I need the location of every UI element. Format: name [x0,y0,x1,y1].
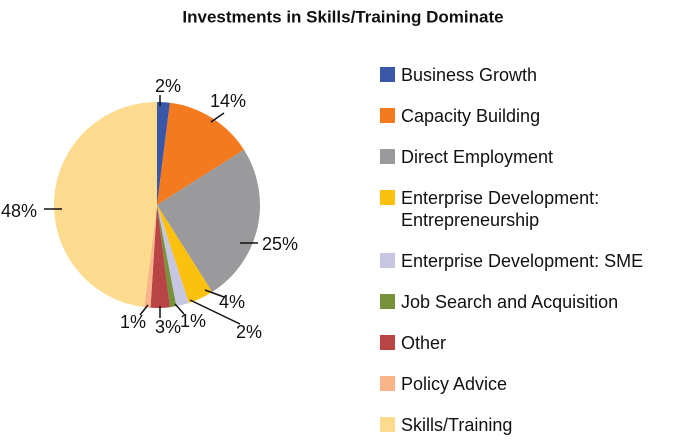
legend-label: Policy Advice [401,374,508,394]
pie-slice [54,102,157,308]
data-label: 3% [155,317,181,337]
leader-line [189,299,241,325]
legend-item: Policy Advice [380,373,680,395]
legend-label: Direct Employment [401,147,554,167]
legend-label: Enterprise Development: SME [401,251,644,271]
legend-swatch [380,149,395,164]
legend-item: Job Search and Acquisition [380,291,680,313]
data-label: 4% [219,292,245,312]
legend-swatch [380,376,395,391]
legend-swatch [380,190,395,205]
pie-slice [157,205,177,308]
data-label: 25% [262,234,298,254]
legend-swatch [380,294,395,309]
data-label: 1% [180,311,206,331]
pie-slice [144,205,157,308]
leader-line [139,304,149,316]
data-label: 1% [120,312,146,332]
leader-line [204,289,225,298]
pie-slice [157,102,170,205]
legend-item: Business Growth [380,64,680,86]
pie-slice [157,102,244,205]
pie-slice [157,205,189,307]
legend-swatch [380,417,395,432]
data-label: 14% [210,91,246,111]
legend-item: Other [380,332,680,354]
legend-label: Enterprise Development: Entrepreneurship [401,188,600,230]
legend-swatch [380,335,395,350]
legend-swatch [380,67,395,82]
legend-label: Skills/Training [401,415,513,435]
legend-item: Enterprise Development: Entrepreneurship [380,187,680,231]
legend-label: Capacity Building [401,106,541,126]
legend-swatch [380,108,395,123]
leader-line [210,112,225,123]
data-label: 2% [236,322,262,342]
legend-item: Direct Employment [380,146,680,168]
legend-swatch [380,253,395,268]
chart-title: Investments in Skills/Training Dominate [182,7,503,26]
legend-label: Job Search and Acquisition [401,292,619,312]
pie-slice [150,205,170,309]
pie-slice [157,205,213,303]
legend-item: Skills/Training [380,414,680,436]
leader-line [174,303,185,315]
data-label: 2% [155,76,181,96]
legend-label: Business Growth [401,65,538,85]
legend: Business Growth Capacity Building Direct E… [380,64,680,436]
legend-item: Capacity Building [380,105,680,127]
data-label: 48% [1,201,37,221]
pie-slice [157,149,260,292]
legend-label: Other [401,333,447,353]
legend-item: Enterprise Development: SME [380,250,680,272]
